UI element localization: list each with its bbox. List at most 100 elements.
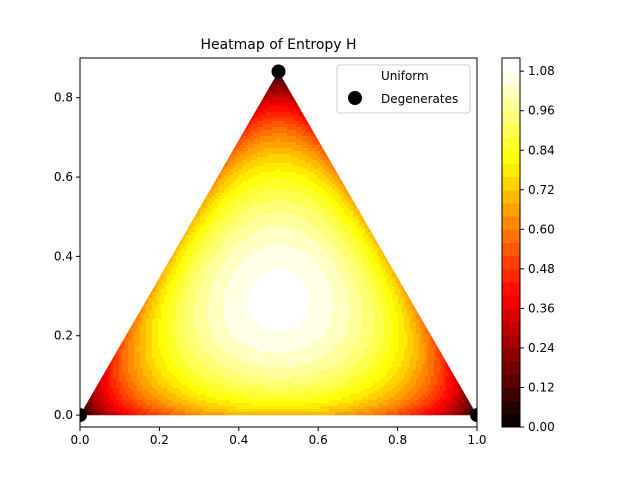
contour-cell <box>302 154 306 158</box>
contour-cell <box>308 133 312 137</box>
contour-cell <box>305 172 309 176</box>
contour-cell <box>269 157 273 161</box>
contour-cell <box>266 94 270 98</box>
contour-cell <box>251 154 255 158</box>
contour-cell <box>263 169 267 173</box>
contour-cell <box>263 115 267 119</box>
contour-cell <box>248 166 252 170</box>
contour-cell <box>257 160 261 164</box>
contour-cell <box>314 136 318 140</box>
contour-cell <box>284 112 288 116</box>
contour-cell <box>305 154 309 158</box>
contour-cell <box>311 169 315 173</box>
contour-cell <box>257 178 261 182</box>
contour-cell <box>293 148 297 152</box>
contour-cell <box>254 169 258 173</box>
contour-cell <box>263 127 267 131</box>
contour-cell <box>230 154 234 158</box>
contour-cell <box>266 169 270 173</box>
contour-cell <box>233 154 237 158</box>
contour-cell <box>323 151 327 155</box>
contour-cell <box>299 163 303 167</box>
contour-cell <box>248 142 252 146</box>
contour-cell <box>335 178 339 182</box>
contour-cell <box>242 172 246 176</box>
contour-cell <box>263 178 267 182</box>
contour-cell <box>221 175 225 179</box>
contour-cell <box>230 163 234 167</box>
contour-cell <box>314 145 318 149</box>
contour-cell <box>293 106 297 110</box>
contour-cell <box>284 94 288 98</box>
contour-cell <box>257 139 261 143</box>
contour-cell <box>248 160 252 164</box>
contour-cell <box>218 181 222 185</box>
contour-cell <box>254 109 258 113</box>
contour-cell <box>272 124 276 128</box>
contour-cell <box>299 130 303 134</box>
contour-cell <box>269 142 273 146</box>
contour-cell <box>293 166 297 170</box>
contour-cell <box>293 124 297 128</box>
contour-cell <box>287 163 291 167</box>
contour-cell <box>266 145 270 149</box>
contour-cell <box>248 127 252 131</box>
contour-cell <box>287 145 291 149</box>
contour-cell <box>278 121 282 125</box>
contour-cell <box>224 178 228 182</box>
contour-cell <box>281 94 285 98</box>
contour-cell <box>278 163 282 167</box>
contour-cell <box>263 166 267 170</box>
contour-cell <box>320 154 324 158</box>
contour-cell <box>248 139 252 143</box>
contour-cell <box>233 172 237 176</box>
contour-cell <box>275 169 279 173</box>
contour-cell <box>308 139 312 143</box>
contour-cell <box>281 181 285 185</box>
contour-cell <box>293 145 297 149</box>
contour-cell <box>272 106 276 110</box>
contour-cell <box>254 175 258 179</box>
contour-cell <box>242 136 246 140</box>
contour-cell <box>278 106 282 110</box>
contour-cell <box>275 127 279 131</box>
contour-cell <box>260 124 264 128</box>
contour-cell <box>275 145 279 149</box>
contour-cell <box>296 163 300 167</box>
contour-cell <box>320 163 324 167</box>
contour-cell <box>263 103 267 107</box>
contour-cell <box>284 151 288 155</box>
contour-cell <box>278 142 282 146</box>
contour-cell <box>236 148 240 152</box>
contour-cell <box>245 139 249 143</box>
contour-cell <box>308 145 312 149</box>
contour-cell <box>302 124 306 128</box>
contour-cell <box>272 130 276 134</box>
contour-cell <box>254 124 258 128</box>
contour-cell <box>326 166 330 170</box>
contour-cell <box>284 139 288 143</box>
contour-cell <box>233 160 237 164</box>
contour-cell <box>269 175 273 179</box>
contour-cell <box>239 145 243 149</box>
contour-cell <box>281 133 285 137</box>
contour-cell <box>281 103 285 107</box>
contour-cell <box>254 148 258 152</box>
contour-cell <box>257 175 261 179</box>
contour-cell <box>242 181 246 185</box>
contour-cell <box>338 178 342 182</box>
contour-cell <box>272 91 276 95</box>
contour-cell <box>302 130 306 134</box>
contour-cell <box>305 136 309 140</box>
contour-cell <box>272 160 276 164</box>
contour-cell <box>290 118 294 122</box>
contour-cell <box>305 178 309 182</box>
contour-cell <box>254 118 258 122</box>
contour-cell <box>254 115 258 119</box>
contour-cell <box>233 157 237 161</box>
contour-cell <box>293 100 297 104</box>
contour-cell <box>245 157 249 161</box>
contour-cell <box>299 148 303 152</box>
contour-cell <box>290 103 294 107</box>
contour-cell <box>287 97 291 101</box>
